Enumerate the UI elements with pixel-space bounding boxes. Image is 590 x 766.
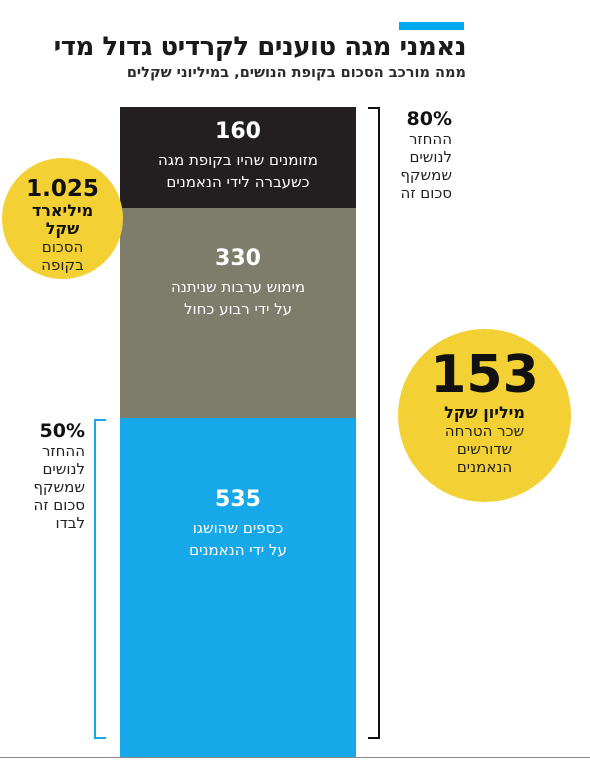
bar-segment-label-line: על ידי הנאמנים <box>189 540 287 559</box>
bracket-top-pct: 80% <box>406 108 452 130</box>
bracket-top-line <box>368 107 380 739</box>
bracket-bottom-line-4: סכום זה <box>33 496 85 514</box>
bracket-top-line-2: לנושים <box>409 148 452 166</box>
fee-line-2: שדורשים <box>456 440 513 458</box>
bracket-bottom-line-1: ההחזר <box>41 442 85 460</box>
total-amount-circle: 1.025 מיליארד שקל הסכום בקופה <box>2 158 123 279</box>
bracket-bottom-line-5: לבדו <box>55 514 85 532</box>
bracket-bottom-line-3: שמשקף <box>33 478 85 496</box>
bar-segment-535: 535 כספים שהושגו על ידי הנאמנים <box>120 417 356 757</box>
chart-title: נאמני מגה טוענים לקרדיט גדול מדי <box>53 32 467 62</box>
total-amount-line1: הסכום <box>41 238 84 256</box>
bar-segment-label-line: מזומנים שהיו בקופת מגה <box>158 151 318 169</box>
bar-segment-value: 160 <box>215 119 261 144</box>
fee-line-3: הנאמנים <box>456 458 513 476</box>
chart-baseline <box>0 757 590 758</box>
bracket-bottom-line-2: לנושים <box>42 460 85 478</box>
bar-segment-160: 160 מזומנים שהיו בקופת מגה כשעברה לידי הנא… <box>120 107 356 209</box>
bracket-bottom-pct: 50% <box>39 420 85 442</box>
bracket-top-line-4: סכום זה <box>400 184 452 202</box>
bracket-bottom-line <box>94 419 106 739</box>
bar-segment-value: 330 <box>215 246 261 272</box>
total-amount-unit: מיליארד <box>31 201 94 220</box>
bracket-top-annotation: 80% ההחזר לנושים שמשקף סכום זה <box>400 108 452 202</box>
bar-segment-label-line: על ידי רבוע כחול <box>183 300 293 319</box>
bracket-top-line-3: שמשקף <box>400 166 452 184</box>
bracket-bottom-annotation: 50% ההחזר לנושים שמשקף סכום זה לבדו <box>33 420 85 532</box>
bar-segment-value: 535 <box>215 486 261 512</box>
bar-segment-label-line: כספים שהושגו <box>192 518 284 537</box>
total-amount-unit2: שקל <box>45 219 80 238</box>
bar-segment-label-line: כשעברה לידי הנאמנים <box>166 173 310 191</box>
fee-circle: 153 מיליון שקל שכר הטרחה שדורשים הנאמנים <box>398 329 571 502</box>
bar-segment-label-line: מימוש ערבות שניתנה <box>170 278 306 297</box>
chart-subtitle: ממה מורכב הסכום בקופת הנושים, במיליוני ש… <box>126 65 466 81</box>
fee-line-1: שכר הטרחה <box>444 422 525 440</box>
total-amount-value: 1.025 <box>26 176 99 202</box>
title-accent-bar <box>399 22 464 30</box>
bracket-top-line-1: ההחזר <box>408 130 452 148</box>
fee-unit: מיליון שקל <box>444 403 525 422</box>
fee-amount: 153 <box>430 345 539 405</box>
bar-segment-330: 330 מימוש ערבות שניתנה על ידי רבוע כחול <box>120 208 356 418</box>
total-amount-line2: בקופה <box>41 256 84 274</box>
